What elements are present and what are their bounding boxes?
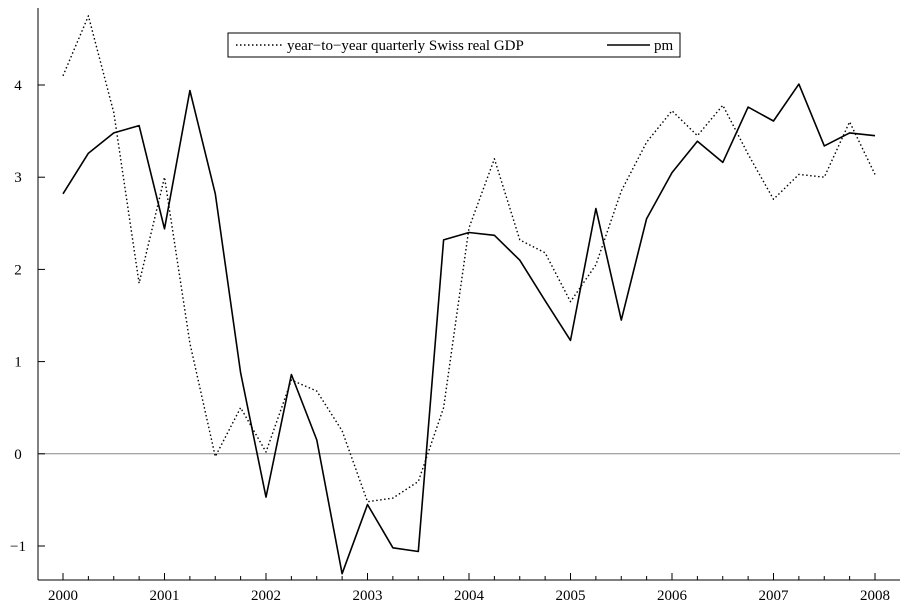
x-tick-label: 2007 [759,588,790,604]
x-ticks: 2000 2001 2002 2003 2004 2005 2006 2007 2008 [48,573,890,604]
y-tick-label: 2 [14,262,22,278]
y-tick-label: 4 [14,78,22,94]
x-tick-label: 2008 [860,588,890,604]
x-tick-label: 2000 [48,588,78,604]
series-line-swiss-gdp [62,15,876,503]
y-tick-label: 1 [14,355,22,371]
y-tick-label: 3 [14,170,22,186]
x-tick-label: 2002 [251,588,281,604]
legend-label-gdp: year−to−year quarterly Swiss real GDP [287,38,524,54]
x-tick-label: 2006 [657,588,688,604]
y-ticks: −1 0 1 2 3 4 [10,78,45,555]
legend-label-pm: pm [654,38,674,54]
legend: year−to−year quarterly Swiss real GDP pm [227,32,681,58]
series-line-pm [62,83,876,575]
legend-box [227,32,681,58]
x-tick-label: 2004 [454,588,485,604]
y-tick-label: 0 [14,447,22,463]
x-tick-label: 2005 [556,588,586,604]
x-tick-label: 2001 [150,588,180,604]
series-layer [62,15,876,575]
y-tick-label: −1 [10,539,26,555]
x-tick-label: 2003 [353,588,383,604]
